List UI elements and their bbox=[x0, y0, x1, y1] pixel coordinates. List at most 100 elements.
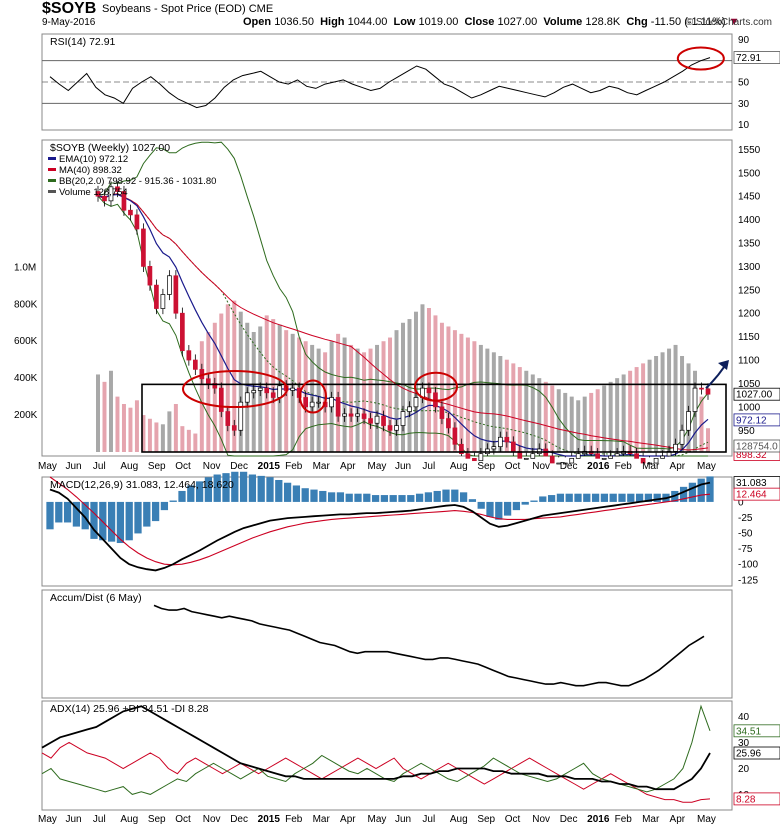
macd-histogram-bar bbox=[425, 492, 432, 502]
macd-histogram-bar bbox=[557, 494, 564, 502]
x-axis-label: Dec bbox=[230, 461, 248, 472]
macd-histogram-bar bbox=[284, 483, 291, 502]
volume-bar bbox=[271, 319, 275, 452]
candle-body bbox=[193, 360, 197, 369]
volume-bar bbox=[466, 338, 470, 452]
candle-body bbox=[226, 412, 230, 426]
accum-dist-panel bbox=[42, 590, 732, 698]
macd-histogram-bar bbox=[566, 494, 573, 502]
x-axis-label: Jun bbox=[65, 461, 81, 472]
volume-bar bbox=[641, 363, 645, 452]
candle-body bbox=[550, 456, 554, 463]
macd-histogram-bar bbox=[706, 476, 713, 502]
volume-bar bbox=[102, 382, 106, 452]
macd-histogram-bar bbox=[143, 502, 150, 527]
x-axis-label: May bbox=[38, 461, 57, 472]
candle-body bbox=[531, 454, 535, 459]
volume-bar bbox=[654, 356, 658, 452]
volume-tick: 400K bbox=[14, 373, 38, 384]
macd-histogram-bar bbox=[407, 495, 414, 502]
rsi-tick: 30 bbox=[738, 99, 750, 110]
volume-bar bbox=[674, 345, 678, 452]
x-axis-label: Oct bbox=[505, 461, 521, 472]
macd-tick: -75 bbox=[738, 544, 753, 555]
x-axis-label: Apr bbox=[340, 814, 356, 825]
volume-bar bbox=[635, 367, 639, 452]
price-tick: 1350 bbox=[738, 238, 761, 249]
candle-body bbox=[511, 442, 515, 451]
macd-histogram-bar bbox=[434, 491, 441, 502]
x-axis-label: Jul bbox=[422, 461, 435, 472]
macd-histogram-bar bbox=[337, 492, 344, 502]
candle-body bbox=[252, 390, 256, 392]
macd-tick: -25 bbox=[738, 513, 753, 524]
macd-histogram-bar bbox=[451, 490, 458, 502]
volume-bar bbox=[544, 382, 548, 452]
x-axis-label: 2016 bbox=[587, 814, 610, 825]
volume-bar bbox=[96, 374, 100, 452]
macd-histogram-bar bbox=[55, 502, 62, 523]
x-axis-label: Nov bbox=[203, 814, 221, 825]
macd-histogram-bar bbox=[170, 501, 177, 502]
volume-bar bbox=[531, 374, 535, 452]
macd-histogram-bar bbox=[293, 485, 300, 501]
x-axis-label: May bbox=[697, 461, 716, 472]
macd-histogram-bar bbox=[258, 476, 265, 502]
candle-body bbox=[336, 397, 340, 416]
candle-body bbox=[154, 285, 158, 308]
x-axis-label: Jul bbox=[422, 814, 435, 825]
macd-value: 31.083 bbox=[736, 478, 767, 489]
candle-body bbox=[427, 388, 431, 393]
volume-tick: 800K bbox=[14, 299, 38, 310]
legend-swatch bbox=[48, 190, 56, 193]
legend-swatch bbox=[48, 179, 56, 182]
price-label: 972.12 bbox=[736, 415, 767, 426]
adx-tick: 40 bbox=[738, 712, 750, 723]
candle-body bbox=[375, 416, 379, 423]
candle-body bbox=[609, 456, 613, 458]
macd-histogram-bar bbox=[108, 502, 115, 542]
volume-bar bbox=[518, 367, 522, 452]
legend-entry: MA(40) 898.32 bbox=[59, 165, 122, 176]
macd-histogram-bar bbox=[319, 491, 326, 502]
macd-signal-value: 12.464 bbox=[736, 490, 767, 501]
volume-tick: 200K bbox=[14, 410, 38, 421]
macd-histogram-bar bbox=[275, 480, 282, 502]
x-axis-label: Apr bbox=[670, 461, 686, 472]
volume-bar bbox=[583, 397, 587, 452]
x-axis-label: Apr bbox=[670, 814, 686, 825]
candle-body bbox=[602, 458, 606, 459]
candle-body bbox=[674, 444, 678, 451]
candle-body bbox=[343, 414, 347, 416]
candle-body bbox=[492, 447, 496, 449]
macd-histogram-bar bbox=[310, 490, 317, 502]
legend-entry: EMA(10) 972.12 bbox=[59, 154, 128, 165]
macd-histogram-bar bbox=[416, 494, 423, 502]
x-axis-label: Sep bbox=[477, 461, 495, 472]
adx-title: ADX(14) 25.96 +DI 34.51 -DI 8.28 bbox=[50, 703, 209, 715]
accum-dist-title: Accum/Dist (6 May) bbox=[50, 592, 142, 604]
macd-histogram-bar bbox=[328, 492, 335, 502]
macd-histogram-bar bbox=[161, 502, 168, 510]
volume-bar bbox=[440, 323, 444, 452]
x-axis-label: May bbox=[38, 814, 57, 825]
candle-body bbox=[615, 454, 619, 456]
x-axis-label: Jun bbox=[395, 461, 411, 472]
candle-body bbox=[414, 397, 418, 406]
candle-body bbox=[278, 386, 282, 398]
rsi-tick: 10 bbox=[738, 120, 750, 131]
adx-value: 25.96 bbox=[736, 749, 761, 760]
candle-body bbox=[245, 393, 249, 402]
volume-tick: 600K bbox=[14, 336, 38, 347]
macd-histogram-bar bbox=[539, 496, 546, 501]
macd-histogram-bar bbox=[346, 494, 353, 502]
candle-body bbox=[524, 458, 528, 459]
candle-body bbox=[141, 229, 145, 266]
volume-bar bbox=[193, 434, 197, 452]
x-axis-label: Mar bbox=[313, 814, 331, 825]
volume-bar bbox=[628, 371, 632, 452]
candle-body bbox=[388, 426, 392, 431]
candle-body bbox=[369, 419, 373, 424]
candle-body bbox=[661, 456, 665, 458]
macd-histogram-bar bbox=[390, 495, 397, 502]
